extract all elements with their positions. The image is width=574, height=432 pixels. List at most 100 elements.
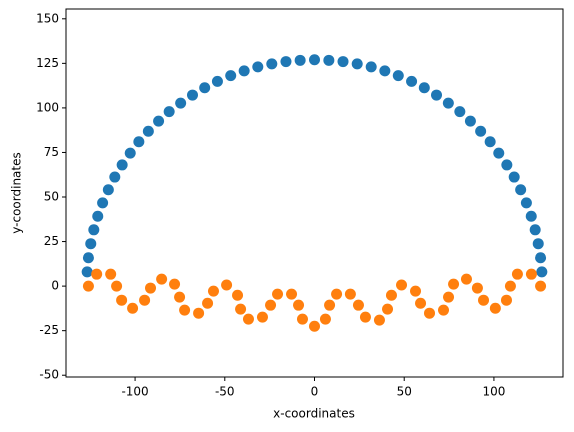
point (91, 268, 103, 280)
point (319, 313, 331, 325)
point (475, 125, 487, 137)
point (186, 89, 198, 101)
point (92, 210, 104, 222)
point (82, 252, 94, 264)
point (396, 279, 408, 291)
point (359, 311, 371, 323)
point (153, 115, 165, 127)
point (280, 56, 292, 68)
point (500, 294, 512, 306)
y-tick-label: 100 (36, 100, 59, 114)
point (111, 280, 123, 292)
x-tick-label: 0 (311, 385, 319, 399)
point (501, 159, 513, 171)
point (232, 289, 244, 301)
point (415, 297, 427, 309)
point (418, 82, 430, 94)
point (145, 282, 157, 294)
point (373, 314, 385, 326)
point (309, 320, 320, 332)
point (272, 288, 284, 300)
point (142, 125, 154, 137)
y-tick-label: 25 (44, 234, 59, 248)
point (102, 184, 114, 196)
point (169, 278, 181, 290)
y-tick-label: 150 (36, 11, 59, 25)
point (460, 273, 472, 285)
point (242, 313, 254, 325)
point (88, 224, 100, 236)
point (344, 288, 356, 300)
point (351, 58, 363, 70)
x-tick-label: 100 (482, 385, 505, 399)
point (265, 299, 277, 311)
x-tick-label: 50 (397, 385, 412, 399)
point (337, 56, 349, 68)
point (443, 291, 455, 303)
point (392, 70, 404, 82)
point (323, 54, 335, 66)
point (424, 307, 436, 319)
point (535, 252, 547, 264)
y-tick-label: 0 (51, 279, 59, 293)
point (174, 291, 186, 303)
point (438, 304, 450, 316)
point (256, 311, 268, 323)
point (193, 307, 205, 319)
y-axis-label: y-coordinates (10, 152, 24, 233)
point (238, 65, 250, 77)
point (252, 61, 264, 73)
y-tick-label: 50 (44, 190, 59, 204)
point (508, 171, 520, 183)
plot-frame (65, 8, 564, 378)
point (382, 303, 394, 315)
x-tick-label: -50 (215, 385, 235, 399)
point (175, 97, 187, 109)
point (294, 54, 306, 66)
y-tick-label: -50 (39, 368, 59, 382)
point (127, 302, 139, 314)
point (352, 299, 364, 311)
point (163, 106, 175, 118)
point (448, 278, 460, 290)
point (309, 54, 320, 66)
point (225, 70, 237, 82)
point (221, 279, 233, 291)
x-axis-label: x-coordinates (273, 407, 355, 421)
y-tick-label: -25 (39, 323, 59, 337)
point (179, 304, 191, 316)
point (124, 147, 136, 159)
point (116, 294, 128, 306)
point (442, 97, 454, 109)
point (431, 89, 443, 101)
point (82, 280, 94, 292)
point (478, 294, 490, 306)
point (211, 75, 223, 87)
point (535, 280, 547, 292)
point (139, 294, 151, 306)
point (293, 299, 305, 311)
point (515, 184, 527, 196)
point (464, 115, 476, 127)
point (525, 210, 537, 222)
point (406, 75, 418, 87)
point (471, 282, 483, 294)
point (529, 224, 541, 236)
point (105, 268, 117, 280)
point (81, 266, 93, 278)
y-tick-label: 125 (36, 56, 59, 70)
point (202, 297, 214, 309)
point (235, 303, 247, 315)
point (484, 136, 496, 148)
point (286, 288, 298, 300)
point (525, 268, 537, 280)
point (324, 299, 336, 311)
point (85, 238, 97, 250)
point (133, 136, 145, 148)
point (331, 288, 343, 300)
point (410, 285, 422, 297)
point (365, 61, 377, 73)
point (97, 197, 109, 209)
